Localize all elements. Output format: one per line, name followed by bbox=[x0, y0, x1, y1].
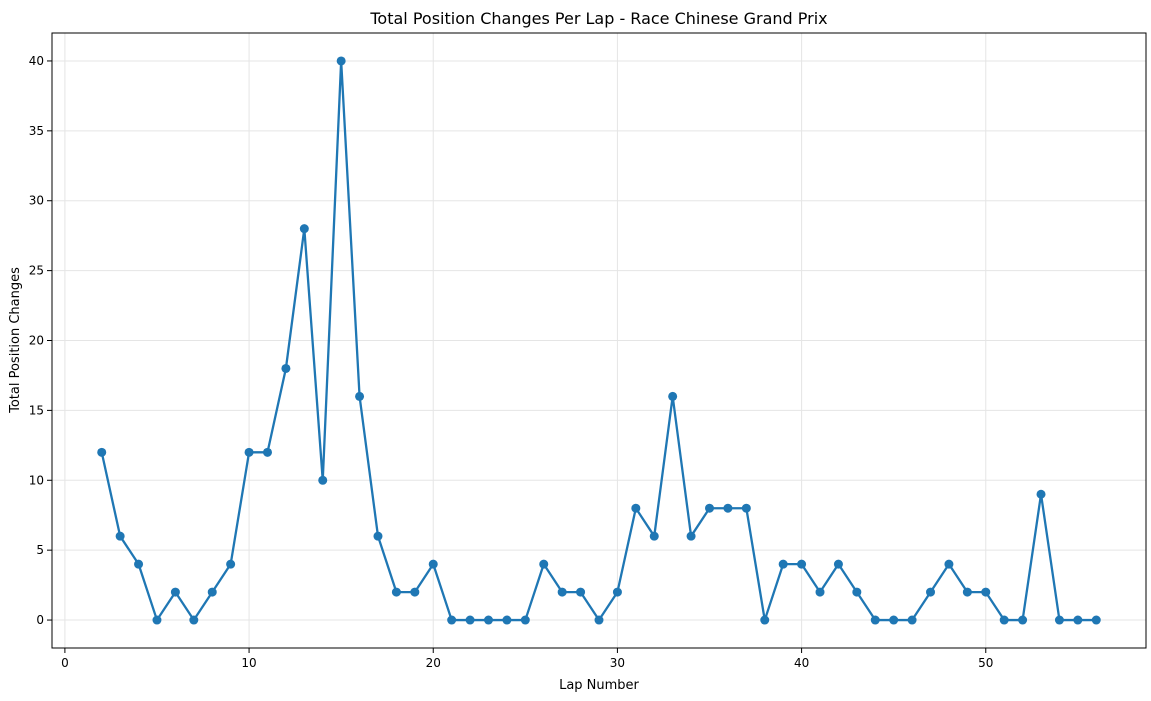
data-point bbox=[576, 587, 586, 597]
y-tick-label: 35 bbox=[29, 124, 44, 138]
data-point bbox=[207, 587, 217, 597]
data-point bbox=[502, 615, 512, 625]
data-point bbox=[870, 615, 880, 625]
data-point bbox=[594, 615, 604, 625]
data-point bbox=[355, 391, 365, 401]
data-point bbox=[778, 559, 788, 569]
y-axis-label: Total Position Changes bbox=[8, 267, 23, 414]
y-axis: 0 5 10 15 20 25 30 35 40 bbox=[29, 54, 52, 627]
x-tick-label: 40 bbox=[794, 656, 809, 670]
x-tick-label: 20 bbox=[426, 656, 441, 670]
x-tick-label: 10 bbox=[241, 656, 256, 670]
data-point bbox=[115, 531, 125, 541]
data-point bbox=[723, 503, 733, 513]
data-point bbox=[391, 587, 401, 597]
data-point bbox=[1054, 615, 1064, 625]
data-point bbox=[244, 447, 254, 457]
data-point bbox=[557, 587, 567, 597]
x-tick-label: 0 bbox=[61, 656, 69, 670]
y-tick-label: 20 bbox=[29, 334, 44, 348]
data-point bbox=[889, 615, 899, 625]
y-tick-label: 0 bbox=[36, 613, 44, 627]
data-point bbox=[815, 587, 825, 597]
y-tick-label: 15 bbox=[29, 403, 44, 417]
series-layer bbox=[97, 56, 1101, 625]
data-point bbox=[668, 391, 678, 401]
data-point bbox=[134, 559, 144, 569]
data-point bbox=[428, 559, 438, 569]
grid bbox=[52, 33, 1146, 648]
data-point bbox=[465, 615, 475, 625]
data-point bbox=[760, 615, 770, 625]
data-point bbox=[962, 587, 972, 597]
data-point bbox=[281, 363, 291, 373]
chart-title: Total Position Changes Per Lap - Race Ch… bbox=[369, 9, 827, 28]
data-point bbox=[410, 587, 420, 597]
data-point bbox=[649, 531, 659, 541]
data-point bbox=[97, 447, 107, 457]
data-point bbox=[833, 559, 843, 569]
data-point bbox=[318, 475, 328, 485]
data-point bbox=[299, 224, 309, 234]
data-point bbox=[189, 615, 199, 625]
data-point bbox=[631, 503, 641, 513]
data-point bbox=[1091, 615, 1101, 625]
data-point bbox=[483, 615, 493, 625]
data-point bbox=[999, 615, 1009, 625]
data-point bbox=[852, 587, 862, 597]
y-tick-label: 40 bbox=[29, 54, 44, 68]
data-point bbox=[336, 56, 346, 66]
data-point bbox=[226, 559, 236, 569]
x-tick-label: 50 bbox=[978, 656, 993, 670]
data-point bbox=[705, 503, 715, 513]
data-point bbox=[944, 559, 954, 569]
data-point bbox=[520, 615, 530, 625]
y-tick-label: 30 bbox=[29, 194, 44, 208]
data-point bbox=[907, 615, 917, 625]
data-point bbox=[926, 587, 936, 597]
data-point bbox=[741, 503, 751, 513]
data-point bbox=[1036, 489, 1046, 499]
y-tick-label: 25 bbox=[29, 264, 44, 278]
data-point bbox=[539, 559, 549, 569]
data-point bbox=[152, 615, 162, 625]
data-point bbox=[686, 531, 696, 541]
y-tick-label: 5 bbox=[36, 543, 44, 557]
data-point bbox=[612, 587, 622, 597]
data-point bbox=[1018, 615, 1028, 625]
data-point bbox=[262, 447, 272, 457]
x-axis: 0 10 20 30 40 50 bbox=[61, 648, 993, 670]
data-point bbox=[1073, 615, 1083, 625]
x-axis-label: Lap Number bbox=[559, 678, 639, 693]
data-point bbox=[447, 615, 457, 625]
x-tick-label: 30 bbox=[610, 656, 625, 670]
data-point bbox=[981, 587, 991, 597]
data-point bbox=[797, 559, 807, 569]
data-point bbox=[170, 587, 180, 597]
y-tick-label: 10 bbox=[29, 473, 44, 487]
data-point bbox=[373, 531, 383, 541]
